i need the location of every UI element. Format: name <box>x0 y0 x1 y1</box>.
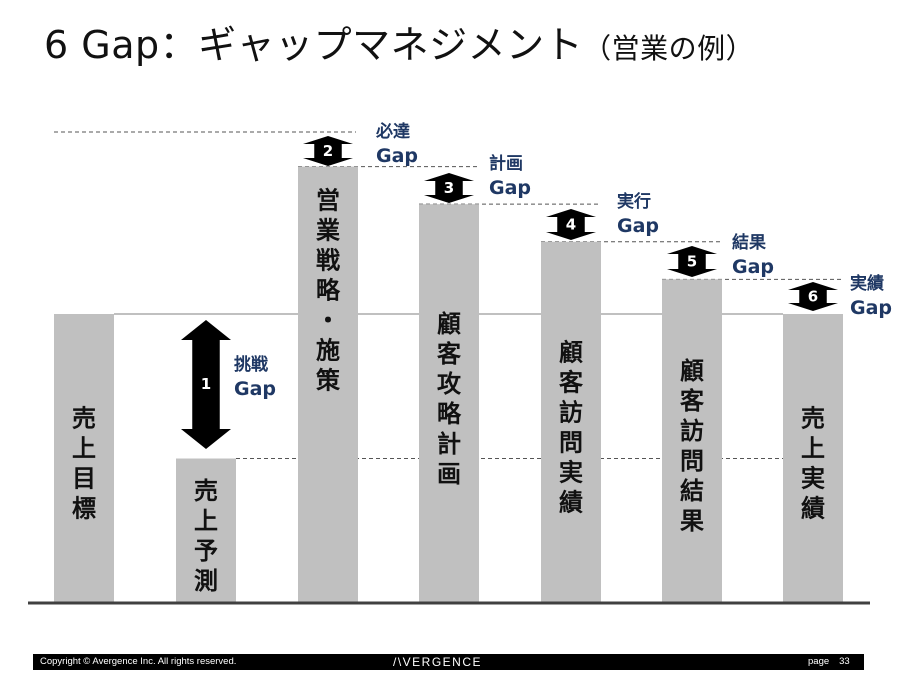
footer-copyright: Copyright © Avergence Inc. All rights re… <box>40 656 237 667</box>
bar <box>783 314 843 603</box>
gap-arrow-icon <box>424 173 474 203</box>
gap-name: 挑戦 <box>234 354 269 375</box>
bar-label: 売上予測 <box>194 477 218 595</box>
bar-label: 顧客訪問実績 <box>559 338 584 516</box>
bar <box>541 241 601 603</box>
gap-name: 結果 <box>732 232 766 253</box>
gap-number: 6 <box>808 288 818 306</box>
slide-title-main: 6 Gap：ギャップマネジメント <box>44 23 584 67</box>
gap-number: 3 <box>444 179 454 197</box>
gap-suffix: Gap <box>617 215 659 237</box>
footer-brand-logo: /\VERGENCE <box>393 655 483 669</box>
gap-arrow-icon <box>181 320 231 449</box>
gap-name: 計画 <box>489 153 523 174</box>
gap-arrow-icon <box>303 136 353 166</box>
gap-number: 1 <box>201 375 211 393</box>
gap-number: 2 <box>323 142 333 160</box>
slide-title: 6 Gap：ギャップマネジメント（営業の例） <box>44 14 754 69</box>
gap-name: 実績 <box>850 273 884 294</box>
footer-page-number: 33 <box>839 656 850 667</box>
footer-page: page 33 <box>808 656 850 667</box>
bar-label: 売上実績 <box>801 405 825 523</box>
gap-number: 5 <box>687 253 697 271</box>
gap-suffix: Gap <box>732 256 774 278</box>
gap-name: 必達 <box>375 121 410 142</box>
gap-suffix: Gap <box>489 177 531 199</box>
slide-title-sub: （営業の例） <box>583 32 755 65</box>
bar-label: 顧客訪問結果 <box>680 357 705 535</box>
bar <box>662 279 722 603</box>
bar <box>54 314 114 603</box>
gaps-group: 1 挑戦 Gap 2 必達 Gap 3 計画 Gap 4 実行 Gap 5 結果 Gap 6 実績 Gap <box>181 121 892 449</box>
bar <box>419 204 479 603</box>
gap-arrow-icon <box>546 209 596 240</box>
bar <box>298 166 358 604</box>
gap-arrow-icon <box>667 246 717 277</box>
footer-page-label: page <box>808 656 830 667</box>
bar-label: 売上目標 <box>72 405 96 523</box>
gap-name: 実行 <box>617 191 651 212</box>
gap-number: 4 <box>566 216 576 234</box>
bar-label: 顧客攻略計画 <box>437 310 462 488</box>
gap-suffix: Gap <box>376 145 418 167</box>
bar <box>176 458 236 603</box>
gap-arrow-icon <box>788 282 838 311</box>
bar-label: 営業戦略・施策 <box>316 187 341 395</box>
gap-suffix: Gap <box>850 297 892 319</box>
gap-suffix: Gap <box>234 378 276 400</box>
footer-bar: Copyright © Avergence Inc. All rights re… <box>33 654 864 670</box>
